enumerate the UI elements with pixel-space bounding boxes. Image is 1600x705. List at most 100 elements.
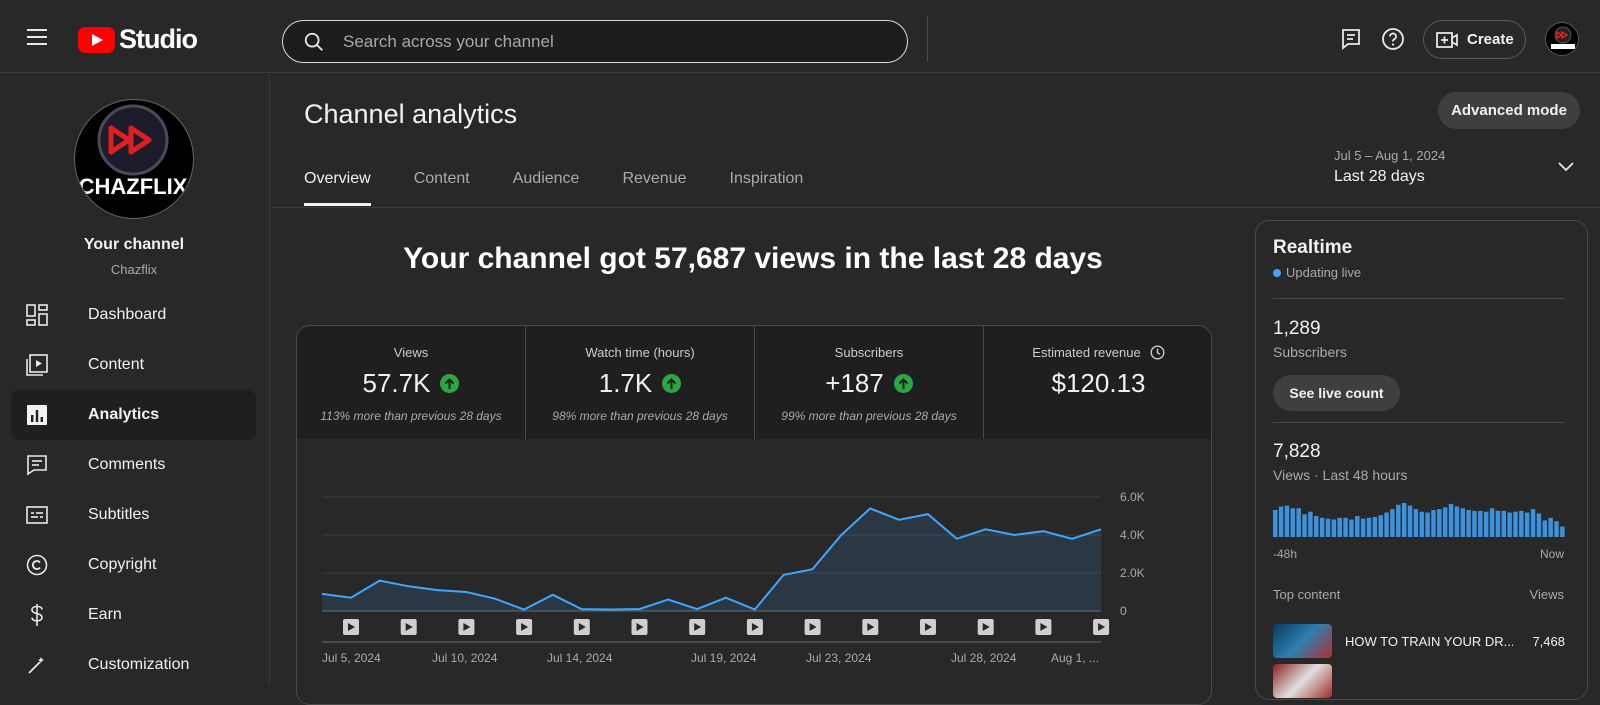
realtime-bar[interactable] [1378,515,1383,537]
realtime-bar[interactable] [1284,505,1290,537]
video-marker-icon[interactable] [631,619,648,635]
realtime-bar[interactable] [1431,509,1436,537]
video-marker-icon[interactable] [573,619,590,635]
views-chart[interactable]: 0 2.0K 4.0K 6.0K Jul 5, 2024 Jul 10, 2024 Jul … [297,439,1212,705]
realtime-bar[interactable] [1302,514,1307,537]
top-content-item[interactable]: HOW TO TRAIN YOUR DR... 7,468 [1273,623,1565,659]
kpi-revenue[interactable]: Estimated revenue $120.13 [984,326,1211,439]
realtime-bar[interactable] [1390,509,1395,537]
video-marker-icon[interactable] [804,619,821,635]
realtime-bar[interactable] [1349,519,1354,537]
tab-inspiration[interactable]: Inspiration [729,170,804,187]
video-marker-icon[interactable] [920,619,936,635]
studio-logo[interactable]: Studio [78,24,198,55]
app-title: Studio [119,24,198,54]
realtime-bar[interactable] [1548,517,1553,537]
realtime-bar[interactable] [1290,508,1296,537]
realtime-bar[interactable] [1437,509,1442,537]
sidebar-item-analytics[interactable]: Analytics [11,390,256,440]
realtime-bar[interactable] [1536,513,1542,537]
realtime-bar[interactable] [1425,512,1430,537]
realtime-bar-chart[interactable] [1273,501,1566,537]
date-range-selector[interactable]: Jul 5 – Aug 1, 2024 Last 28 days [1334,148,1579,190]
video-marker-icon[interactable] [977,619,994,635]
advanced-mode-button[interactable]: Advanced mode [1438,92,1580,129]
realtime-bar[interactable] [1308,511,1313,537]
tab-overview[interactable]: Overview [304,166,371,206]
realtime-bar[interactable] [1513,511,1518,537]
realtime-bar[interactable] [1360,518,1366,537]
sidebar-item-content[interactable]: Content [11,340,256,390]
realtime-bar[interactable] [1448,503,1454,537]
realtime-bar[interactable] [1384,512,1389,537]
video-marker-icon[interactable] [516,619,533,635]
video-marker-icon[interactable] [400,619,417,635]
sidebar-item-dashboard[interactable]: Dashboard [11,290,256,340]
sidebar-item-copyright[interactable]: Copyright [11,540,256,590]
analytics-icon [25,403,49,427]
create-button[interactable]: Create [1423,20,1526,59]
realtime-bar[interactable] [1489,508,1495,537]
kpi-subscribers[interactable]: Subscribers +187 99% more than previous … [755,326,984,439]
tab-content[interactable]: Content [413,170,470,187]
realtime-bar[interactable] [1337,517,1342,537]
sidebar-item-subtitles[interactable]: Subtitles [11,490,256,540]
realtime-bar[interactable] [1560,526,1565,537]
realtime-bar[interactable] [1355,516,1360,537]
realtime-bar[interactable] [1483,511,1489,537]
search-input[interactable] [343,21,883,62]
video-marker-icon[interactable] [458,619,475,635]
realtime-bar[interactable] [1278,506,1284,537]
realtime-bar[interactable] [1460,508,1465,537]
realtime-bar[interactable] [1419,511,1424,537]
account-avatar[interactable] [1545,22,1579,56]
realtime-bar[interactable] [1495,510,1501,537]
help-icon[interactable] [1381,27,1405,51]
realtime-bar[interactable] [1413,509,1419,537]
channel-avatar[interactable]: CHAZFLIX [74,99,194,219]
video-marker-icon[interactable] [689,619,706,635]
realtime-bar[interactable] [1343,517,1348,537]
video-marker-icon[interactable] [343,619,359,635]
realtime-bar[interactable] [1524,512,1530,537]
video-marker-icon[interactable] [1093,619,1110,635]
realtime-bar[interactable] [1501,510,1506,537]
realtime-bar[interactable] [1519,510,1524,537]
realtime-bar[interactable] [1554,521,1559,537]
realtime-bar[interactable] [1401,503,1407,537]
menu-icon[interactable] [27,29,47,45]
realtime-bar[interactable] [1296,508,1301,537]
realtime-bar[interactable] [1325,518,1331,537]
realtime-bar[interactable] [1314,516,1319,537]
realtime-bar[interactable] [1319,517,1325,537]
kpi-watch-time[interactable]: Watch time (hours) 1.7K 98% more than pr… [526,326,755,439]
realtime-bar[interactable] [1372,516,1378,537]
copyright-icon [25,553,49,577]
tab-revenue[interactable]: Revenue [622,170,687,187]
realtime-bar[interactable] [1454,506,1460,537]
tab-audience[interactable]: Audience [512,170,580,187]
realtime-bar[interactable] [1472,510,1477,537]
realtime-bar[interactable] [1331,519,1337,537]
sidebar-item-comments[interactable]: Comments [11,440,256,490]
sidebar-item-customization[interactable]: Customization [11,640,256,685]
realtime-bar[interactable] [1530,509,1536,537]
video-thumbnail[interactable] [1273,664,1332,698]
realtime-bar[interactable] [1478,510,1483,537]
see-live-count-button[interactable]: See live count [1273,375,1400,411]
feedback-icon[interactable] [1339,27,1363,51]
sidebar-item-earn[interactable]: Earn [11,590,256,640]
realtime-bar[interactable] [1273,509,1278,537]
realtime-bar[interactable] [1466,509,1471,537]
realtime-bar[interactable] [1442,507,1448,537]
kpi-views[interactable]: Views 57.7K 113% more than previous 28 d… [297,326,526,439]
realtime-bar[interactable] [1507,512,1512,537]
search-icon[interactable] [303,31,325,53]
video-marker-icon[interactable] [746,619,763,635]
realtime-bar[interactable] [1396,504,1401,537]
video-marker-icon[interactable] [1035,619,1052,635]
realtime-bar[interactable] [1407,505,1413,537]
realtime-bar[interactable] [1366,517,1372,537]
realtime-bar[interactable] [1542,520,1548,537]
video-marker-icon[interactable] [862,619,879,635]
